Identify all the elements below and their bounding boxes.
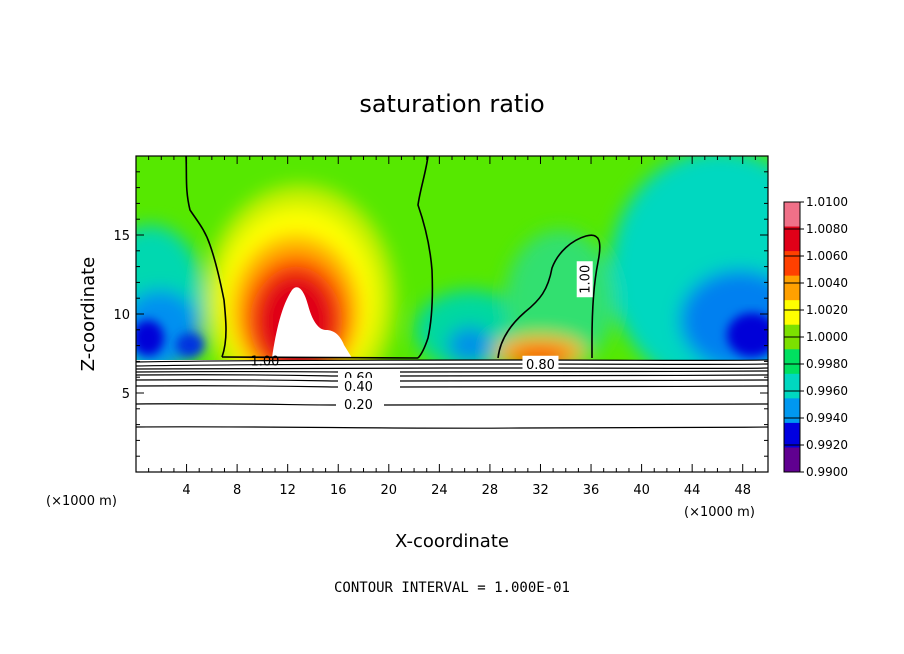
x-unit-left: (×1000 m) [46, 494, 117, 509]
x-tick-label: 36 [583, 483, 600, 498]
x-tick-label: 24 [431, 483, 448, 498]
x-tick-label: 32 [532, 483, 549, 498]
colorbar-segment [784, 398, 800, 424]
contour-label-bg [576, 261, 593, 298]
contour-label: 1.00 [250, 355, 279, 370]
contour-interval-note: CONTOUR INTERVAL = 1.000E-01 [334, 580, 570, 596]
colorbar-level-label: 1.0040 [806, 276, 848, 290]
colorbar-level-label: 0.9920 [806, 438, 848, 452]
colorbar-level-label: 1.0000 [806, 330, 848, 344]
colorbar-segment [784, 373, 800, 399]
x-axis-label: X-coordinate [395, 531, 509, 552]
x-tick-label: 12 [279, 483, 296, 498]
colorbar-level-label: 0.9900 [806, 465, 848, 479]
y-axis-label: Z-coordinate [78, 257, 99, 372]
contour-label-bg [340, 396, 377, 411]
x-tick-label: 4 [182, 483, 190, 498]
colorbar-segment [784, 251, 800, 277]
x-tick-label: 44 [684, 483, 701, 498]
y-tick-label: 15 [113, 229, 130, 244]
colorbar-level-label: 1.0020 [806, 303, 848, 317]
colorbar-segment [784, 202, 800, 228]
x-tick-label: 40 [633, 483, 650, 498]
colorbar-level-label: 0.9960 [806, 384, 848, 398]
x-unit-right: (×1000 m) [684, 505, 755, 520]
y-axis: 5 10 15 [113, 171, 768, 457]
y-tick-label: 5 [122, 387, 130, 402]
contour-label: 1.00 [579, 265, 594, 294]
colorbar-level-label: 1.0060 [806, 249, 848, 263]
x-axis: 4 8 12 16 20 24 28 32 36 40 44 48 [148, 156, 756, 498]
contour-label-bg [340, 377, 377, 392]
contour-label: 0.80 [526, 358, 555, 373]
colorbar-level-label: 0.9980 [806, 357, 848, 371]
colorbar-segment [784, 349, 800, 375]
colorbar-segment [784, 447, 800, 473]
y-tick-label: 10 [113, 308, 130, 323]
colorbar-segment [784, 226, 800, 252]
x-tick-label: 28 [482, 483, 499, 498]
contour-label: 0.40 [344, 380, 373, 395]
plot-area: 1.000.600.400.200.801.00 [135, 155, 769, 472]
colorbar-segment [784, 300, 800, 326]
colorbar-segment [784, 275, 800, 301]
colorbar: 1.0100 1.0080 1.0060 1.0040 1.0020 1.0000 0.99… [783, 195, 848, 479]
x-tick-label: 16 [330, 483, 347, 498]
chart-title: saturation ratio [359, 90, 544, 118]
x-tick-label: 20 [381, 483, 398, 498]
colorbar-segment [784, 422, 800, 448]
contour-label-bg [522, 355, 559, 370]
x-tick-label: 8 [233, 483, 241, 498]
contour-label: 0.20 [344, 398, 373, 413]
colorbar-level-label: 1.0080 [806, 222, 848, 236]
x-tick-label: 48 [734, 483, 751, 498]
colorbar-level-label: 1.0100 [806, 195, 848, 209]
colorbar-level-label: 0.9940 [806, 411, 848, 425]
